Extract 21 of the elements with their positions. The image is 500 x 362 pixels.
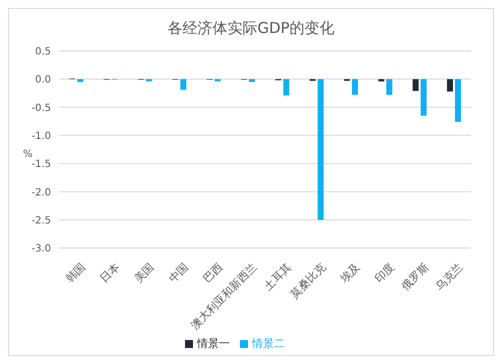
x-tick-label: 俄罗斯 <box>398 260 432 294</box>
x-tick-label: 乌克兰 <box>433 260 466 294</box>
y-tick-label: -0.5 <box>31 102 51 114</box>
chart-title: 各经济体实际GDP的变化 <box>166 19 336 39</box>
y-tick-label: -1.0 <box>31 130 51 142</box>
y-tick-label: 0.0 <box>35 74 51 86</box>
y-tick-label: -3.0 <box>31 244 51 255</box>
legend-label: 情景一 <box>197 337 230 350</box>
x-tick-label: 巴西 <box>200 260 226 286</box>
y-axis-title: % <box>23 149 33 160</box>
x-tick-label: 印度 <box>372 260 397 286</box>
y-tick-label: -1.5 <box>31 159 51 170</box>
y-tick-label: -2.0 <box>31 187 51 198</box>
x-tick-label: 埃及 <box>337 260 363 286</box>
x-tick-label: 韩国 <box>63 260 88 286</box>
x-tick-label: 中国 <box>166 260 191 286</box>
y-tick-label: -2.5 <box>31 215 51 226</box>
y-tick-label: 0.5 <box>35 46 51 58</box>
legend-label: 情景二 <box>252 337 285 350</box>
x-tick-label: 美国 <box>132 260 157 286</box>
x-tick-label: 日本 <box>98 260 122 286</box>
